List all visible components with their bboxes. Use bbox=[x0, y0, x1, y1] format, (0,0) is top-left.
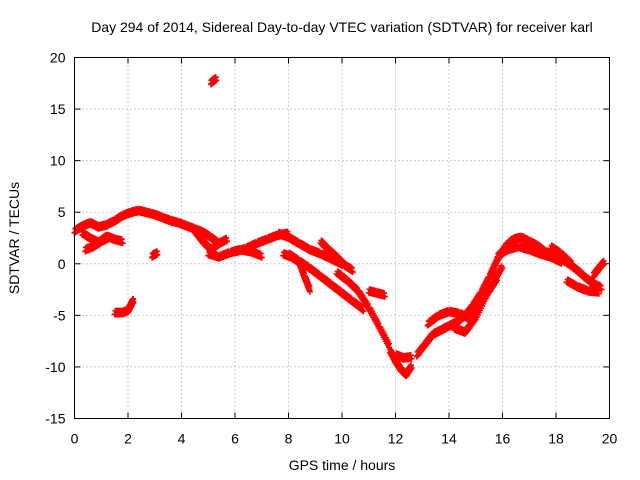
x-axis-label: GPS time / hours bbox=[289, 457, 396, 473]
series-arc-m bbox=[317, 237, 356, 276]
data-point bbox=[306, 288, 313, 295]
y-tick-label: 10 bbox=[50, 153, 66, 169]
data-point bbox=[358, 302, 365, 309]
data-point bbox=[494, 277, 501, 284]
data-point bbox=[386, 340, 393, 347]
x-tick-label: 14 bbox=[441, 431, 457, 447]
series-arc-n bbox=[333, 268, 394, 353]
x-tick-label: 2 bbox=[124, 431, 132, 447]
data-point bbox=[380, 289, 387, 296]
data-point bbox=[347, 294, 354, 301]
data-point bbox=[130, 298, 137, 305]
chart-title: Day 294 of 2014, Sidereal Day-to-day VTE… bbox=[91, 19, 593, 35]
data-point bbox=[499, 264, 506, 271]
data-point bbox=[601, 260, 608, 267]
data-point bbox=[336, 286, 343, 293]
data-point bbox=[352, 283, 359, 290]
series-arc-l bbox=[285, 249, 367, 315]
data-point bbox=[558, 260, 565, 267]
data-point bbox=[106, 236, 113, 243]
x-tick-label: 12 bbox=[388, 431, 404, 447]
data-point bbox=[381, 293, 388, 300]
series-arc-j bbox=[274, 228, 345, 269]
series-arc-a bbox=[71, 205, 222, 249]
data-point bbox=[315, 269, 322, 276]
data-point bbox=[348, 264, 355, 271]
series-arc-u bbox=[494, 242, 565, 267]
series-arc-g bbox=[191, 227, 230, 255]
y-tick-label: 5 bbox=[58, 204, 66, 220]
x-tick-label: 0 bbox=[71, 431, 79, 447]
data-point bbox=[118, 236, 125, 243]
y-tick-label: -5 bbox=[53, 307, 66, 323]
data-point bbox=[258, 254, 265, 261]
data-point bbox=[360, 308, 367, 315]
data-point bbox=[567, 258, 574, 265]
series-arc-e bbox=[149, 248, 161, 261]
series-arc-d bbox=[111, 295, 137, 318]
data-point bbox=[257, 250, 264, 257]
y-tick-label: -10 bbox=[45, 359, 65, 375]
series-arc-q bbox=[392, 350, 415, 363]
x-tick-label: 20 bbox=[602, 431, 618, 447]
data-point bbox=[119, 240, 126, 247]
x-tick-label: 8 bbox=[285, 431, 293, 447]
data-point bbox=[342, 274, 349, 281]
y-tick-labels: -15 -10 -5 0 5 10 15 20 bbox=[45, 50, 65, 427]
x-tick-label: 18 bbox=[548, 431, 564, 447]
data-point bbox=[105, 232, 112, 239]
data-point bbox=[375, 320, 382, 327]
data-point bbox=[223, 238, 230, 245]
series-arc-f bbox=[207, 73, 220, 88]
x-tick-labels: 0 2 4 6 8 10 12 14 16 18 20 bbox=[71, 431, 618, 447]
data-point bbox=[569, 262, 576, 269]
data-point bbox=[407, 352, 414, 359]
data-point bbox=[223, 234, 230, 241]
data-point bbox=[408, 355, 415, 362]
data-point bbox=[349, 269, 356, 276]
data-points bbox=[71, 73, 608, 380]
y-tick-label: 20 bbox=[50, 50, 66, 66]
data-point bbox=[594, 286, 601, 293]
series-arc-v bbox=[547, 242, 576, 269]
x-tick-label: 16 bbox=[495, 431, 511, 447]
x-tick-label: 4 bbox=[178, 431, 186, 447]
data-point bbox=[213, 77, 220, 84]
data-point bbox=[364, 300, 371, 307]
data-point bbox=[597, 282, 604, 289]
y-axis-label: SDTVAR / TECUs bbox=[6, 182, 22, 294]
grid-lines bbox=[74, 57, 610, 419]
y-tick-label: 0 bbox=[58, 256, 66, 272]
data-point bbox=[359, 303, 366, 310]
series-arc-t bbox=[451, 275, 501, 337]
data-point bbox=[595, 290, 602, 297]
series-arc-c bbox=[82, 232, 113, 255]
x-tick-label: 10 bbox=[334, 431, 350, 447]
plot-frame bbox=[74, 57, 610, 419]
data-point bbox=[154, 251, 161, 258]
data-point bbox=[566, 257, 573, 264]
x-tick-label: 6 bbox=[231, 431, 239, 447]
data-point bbox=[408, 364, 415, 371]
series-arc-p bbox=[387, 346, 415, 380]
series-arc-w bbox=[563, 276, 602, 297]
y-tick-label: -15 bbox=[45, 411, 65, 427]
data-point bbox=[326, 278, 333, 285]
series-arc-x bbox=[590, 257, 608, 281]
series-arc-o bbox=[365, 286, 388, 300]
y-tick-label: 15 bbox=[50, 101, 66, 117]
